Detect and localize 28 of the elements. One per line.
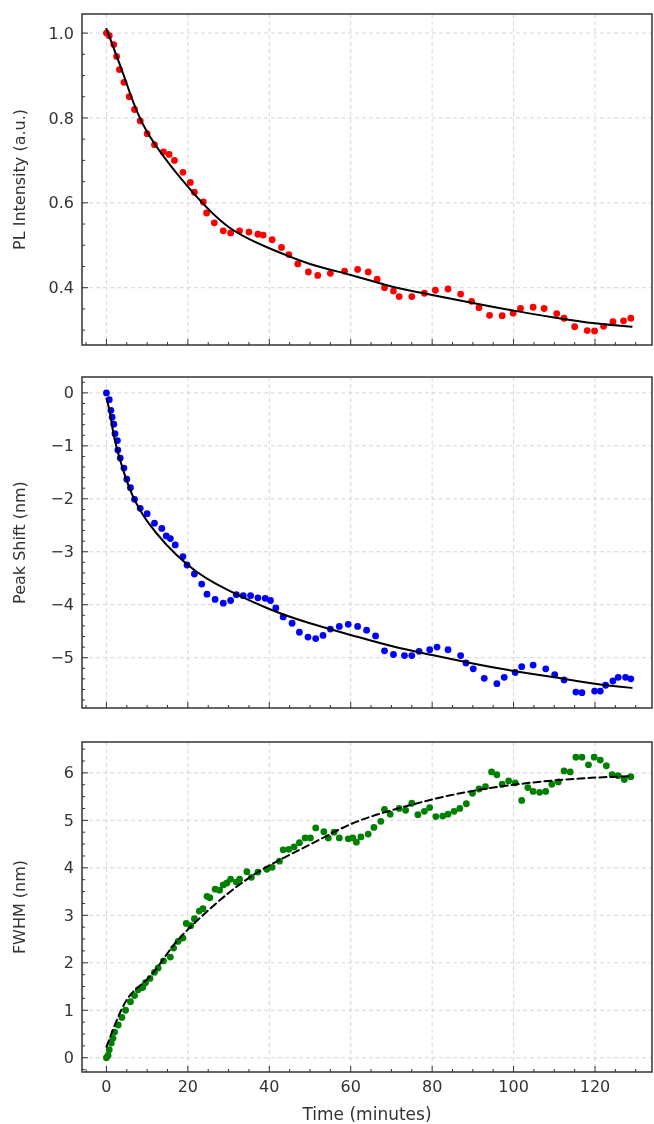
y-tick-label: −5 [50,648,74,668]
y-tick-label: 0 [63,1048,74,1068]
y-tick-label: −4 [50,595,74,615]
x-tick-label: 100 [498,1077,529,1096]
x-tick-label: 80 [421,1077,443,1096]
x-tick-label: 0 [101,1077,112,1096]
y-tick-label: 2 [63,953,74,973]
x-tick-label: 40 [259,1077,280,1096]
y-tick-label: 5 [63,810,74,830]
x-axis-title: Time (minutes) [301,1104,432,1124]
y-tick-label: 0.4 [48,278,74,298]
y-axis-title: Peak Shift (nm) [10,481,29,604]
y-axis-title: FWHM (nm) [10,859,29,955]
y-tick-label: 6 [63,763,74,783]
x-tick-label: 60 [340,1077,361,1096]
x-tick-label: 20 [177,1077,199,1096]
y-tick-label: 4 [63,858,74,878]
y-tick-label: 0 [63,383,74,403]
y-tick-label: −2 [50,489,74,509]
y-tick-label: 0.8 [48,108,74,128]
y-tick-label: −1 [50,436,74,456]
y-axis-title: PL Intensity (a.u.) [10,109,29,250]
y-tick-label: 1.0 [48,23,74,43]
x-tick-label: 120 [579,1077,611,1096]
y-tick-label: 1 [63,1000,74,1020]
y-tick-label: 0.6 [48,193,74,213]
y-tick-label: −3 [50,542,74,562]
y-tick-label: 3 [63,905,74,925]
